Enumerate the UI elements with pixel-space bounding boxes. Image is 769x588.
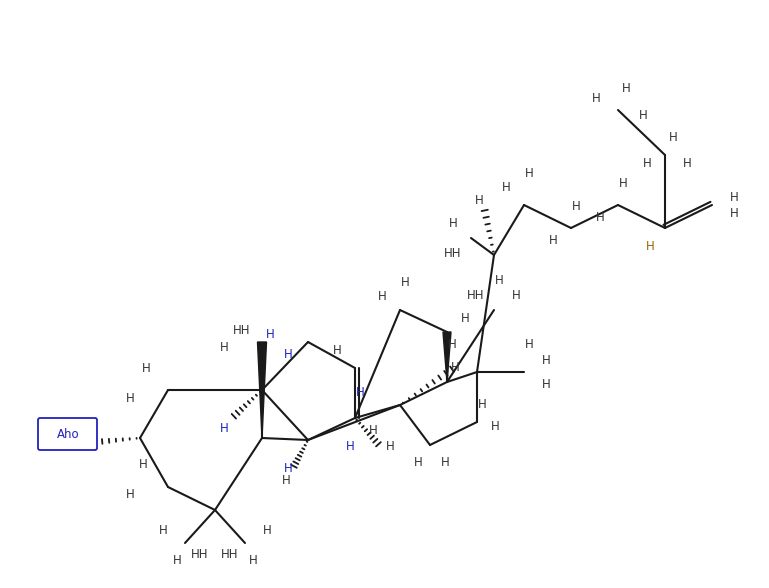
Text: H: H [730, 206, 738, 219]
Text: H: H [683, 156, 691, 169]
Text: H: H [284, 462, 292, 475]
Text: H: H [730, 191, 738, 203]
Text: HH: HH [233, 323, 251, 336]
Text: H: H [220, 340, 228, 353]
Text: H: H [618, 176, 628, 189]
FancyBboxPatch shape [38, 418, 97, 450]
Text: H: H [591, 92, 601, 105]
Text: H: H [248, 554, 258, 567]
Text: H: H [414, 456, 422, 469]
Text: H: H [541, 377, 551, 390]
Text: H: H [461, 312, 469, 325]
Text: H: H [643, 156, 651, 169]
Text: H: H [281, 473, 291, 486]
Text: H: H [158, 524, 168, 537]
Text: Aho: Aho [57, 427, 79, 440]
Polygon shape [443, 332, 451, 382]
Text: H: H [478, 397, 486, 410]
Text: H: H [524, 166, 534, 179]
Text: H: H [125, 489, 135, 502]
Text: H: H [71, 432, 79, 445]
Text: H: H [448, 216, 458, 229]
Text: H: H [368, 423, 378, 436]
Text: H: H [401, 276, 409, 289]
Text: H: H [284, 348, 292, 360]
Text: HH: HH [221, 549, 238, 562]
Text: H: H [646, 239, 654, 252]
Text: H: H [355, 386, 365, 399]
Text: H: H [501, 181, 511, 193]
Text: HH: HH [191, 549, 208, 562]
Text: H: H [333, 343, 341, 356]
Text: H: H [596, 211, 604, 223]
Text: H: H [172, 554, 181, 567]
Text: H: H [474, 193, 484, 206]
Text: H: H [491, 420, 499, 433]
Text: H: H [220, 422, 228, 435]
Text: HH: HH [444, 246, 461, 259]
Text: H: H [385, 439, 394, 453]
Text: H: H [494, 273, 504, 286]
Text: H: H [345, 439, 355, 453]
Text: H: H [441, 456, 449, 469]
Text: H: H [668, 131, 677, 143]
Text: H: H [511, 289, 521, 302]
Text: H: H [378, 289, 386, 302]
Text: H: H [524, 338, 534, 350]
Text: H: H [548, 233, 558, 246]
Polygon shape [258, 342, 267, 438]
Text: H: H [451, 360, 459, 373]
Text: H: H [621, 82, 631, 95]
Text: H: H [138, 459, 148, 472]
Text: H: H [571, 199, 581, 212]
Text: H: H [141, 362, 151, 375]
Text: H: H [125, 392, 135, 405]
Text: H: H [263, 524, 271, 537]
Text: H: H [541, 353, 551, 366]
Text: H: H [265, 328, 275, 340]
Text: HH: HH [468, 289, 484, 302]
Text: H: H [638, 109, 647, 122]
Text: H: H [448, 338, 456, 350]
